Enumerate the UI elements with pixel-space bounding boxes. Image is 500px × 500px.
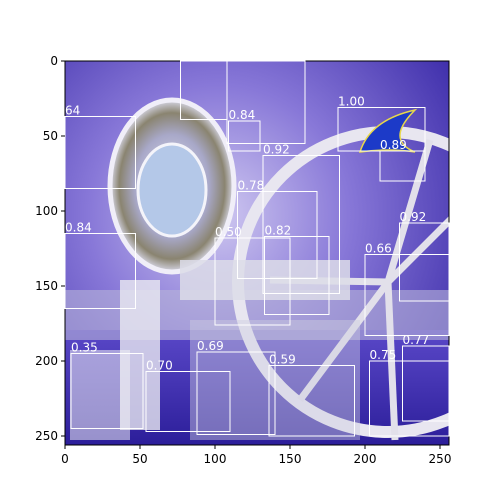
detection-score-label: 0.35 bbox=[71, 341, 98, 355]
detection-score-label: 0.92 bbox=[263, 143, 290, 157]
detection-box bbox=[145, 371, 231, 432]
detection-score-label: 0.69 bbox=[197, 339, 224, 353]
detection-box bbox=[237, 191, 318, 279]
x-tick-label: 50 bbox=[132, 452, 147, 466]
x-tick-label: 0 bbox=[61, 452, 69, 466]
photo-background bbox=[65, 61, 449, 445]
detection-box bbox=[379, 150, 426, 182]
x-tick-label: 250 bbox=[429, 452, 452, 466]
detection-box bbox=[268, 365, 355, 437]
detection-score-label: 0.84 bbox=[181, 48, 208, 62]
detection-score-label: 0.78 bbox=[238, 179, 265, 193]
detection-box bbox=[196, 351, 276, 435]
x-tick-label: 100 bbox=[204, 452, 227, 466]
detection-score-label: 0.50 bbox=[215, 225, 242, 239]
detection-score-label: 0.84 bbox=[65, 221, 92, 235]
y-tick-label: 50 bbox=[43, 129, 58, 143]
y-tick-label: 0 bbox=[50, 54, 58, 68]
detection-box bbox=[364, 254, 450, 336]
detection-box bbox=[70, 353, 144, 429]
x-tick-label: 150 bbox=[279, 452, 302, 466]
detection-box bbox=[64, 116, 136, 189]
detection-box bbox=[64, 233, 136, 309]
detection-score-label: 0.77 bbox=[403, 333, 430, 347]
detection-boxes: 64 0.84 0.84 0.84 1.00 0.89 0.92 0.78 0.82 0.84 0.… bbox=[64, 48, 450, 437]
detection-score-label: 0.75 bbox=[370, 348, 397, 362]
y-tick-label: 100 bbox=[35, 204, 58, 218]
x-axis: 0 50 100 150 200 250 bbox=[61, 445, 451, 466]
y-tick-label: 250 bbox=[35, 429, 58, 443]
y-tick-label: 200 bbox=[35, 354, 58, 368]
detection-box bbox=[264, 236, 330, 315]
detection-score-label: 0.70 bbox=[146, 359, 173, 373]
detection-box bbox=[214, 237, 291, 326]
detection-box bbox=[228, 120, 261, 152]
detection-score-label: 0.82 bbox=[265, 224, 292, 238]
detection-score-label: 0.92 bbox=[400, 210, 427, 224]
y-tick-label: 150 bbox=[35, 279, 58, 293]
detection-score-label: 1.00 bbox=[338, 95, 365, 109]
detection-box bbox=[262, 155, 340, 294]
detection-score-label: 64 bbox=[65, 104, 80, 118]
detection-score-label: 0.84 bbox=[227, 48, 254, 62]
detection-score-label: 0.59 bbox=[269, 353, 296, 367]
x-tick-label: 200 bbox=[354, 452, 377, 466]
detection-box bbox=[369, 360, 450, 437]
detection-score-label: 0.84 bbox=[229, 108, 256, 122]
detection-score-label: 0.89 bbox=[380, 138, 407, 152]
detection-box bbox=[226, 60, 306, 144]
detection-score-label: 0.66 bbox=[365, 242, 392, 256]
y-axis: 0 50 100 150 200 250 bbox=[35, 54, 65, 443]
